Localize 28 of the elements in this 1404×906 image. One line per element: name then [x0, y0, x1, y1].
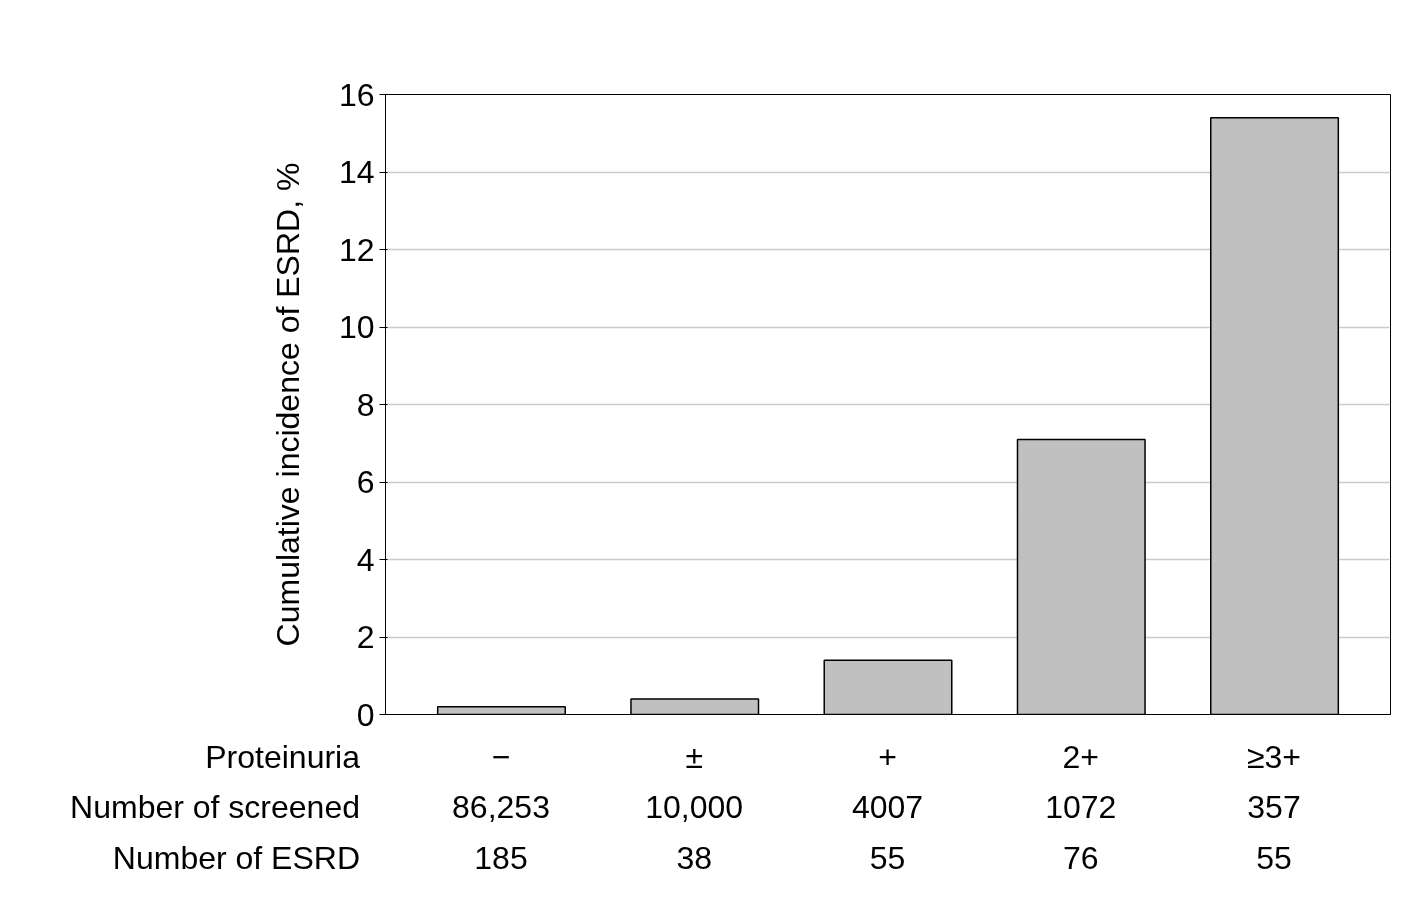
text: 55: [869, 840, 906, 876]
text: 86,253: [452, 789, 550, 825]
y-tick-label: 8: [356, 386, 375, 423]
y-tick-label: 2: [356, 619, 375, 655]
y-axis-title: Cumulative incidence of ESRD, %: [269, 162, 306, 647]
x-tick-label: ≥3+: [1246, 739, 1302, 775]
text: 1072: [1045, 789, 1117, 825]
text: 4007: [851, 789, 924, 825]
y-tick-label: 14: [338, 154, 375, 190]
x-tick-label: ±: [685, 739, 703, 775]
text: 185: [474, 840, 528, 876]
y-tick-label: 0: [356, 696, 375, 733]
x-axis-title: Proteinuria: [205, 739, 360, 775]
x-tick-label: +: [878, 739, 897, 775]
text: Number of ESRD: [112, 840, 360, 876]
y-tick-label: 10: [338, 309, 375, 345]
text: 38: [676, 840, 712, 876]
x-tick-label: 2+: [1062, 739, 1100, 775]
y-tick-label: 12: [338, 231, 375, 268]
text: 10,000: [645, 789, 744, 825]
y-tick-label: 16: [338, 76, 375, 113]
text: 55: [1256, 840, 1292, 876]
text: Number of screened: [70, 789, 360, 825]
y-tick-label: 6: [356, 464, 375, 500]
text: 357: [1247, 789, 1301, 825]
x-tick-label: −: [491, 739, 511, 775]
y-tick-label: 4: [356, 541, 375, 578]
text: 76: [1063, 840, 1099, 876]
